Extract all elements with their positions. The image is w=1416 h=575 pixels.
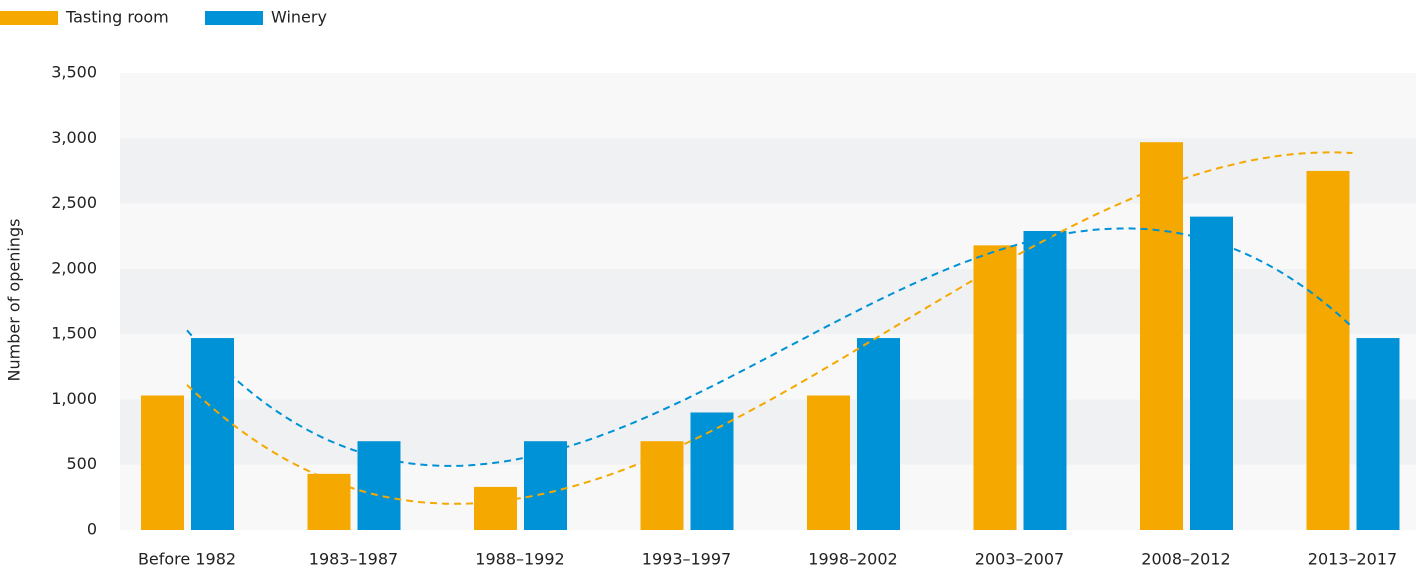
legend-swatch bbox=[205, 11, 263, 25]
x-tick-label: 1983–1987 bbox=[309, 550, 398, 569]
bar bbox=[1140, 142, 1183, 530]
bar bbox=[357, 441, 401, 530]
bar bbox=[524, 441, 567, 530]
trend-line bbox=[186, 227, 1354, 467]
x-tick-label: 2003–2007 bbox=[975, 550, 1064, 569]
y-tick-label: 2,000 bbox=[51, 258, 97, 277]
bar bbox=[1023, 230, 1067, 530]
bar bbox=[191, 338, 234, 530]
legend-label: Winery bbox=[271, 8, 327, 27]
y-tick-label: 500 bbox=[66, 454, 97, 473]
bar bbox=[807, 395, 850, 530]
legend-swatch bbox=[0, 11, 58, 25]
x-tick-label: 1998–2002 bbox=[808, 550, 897, 569]
x-tick-label: 2008–2012 bbox=[1141, 550, 1230, 569]
bar bbox=[307, 473, 351, 530]
y-tick-label: 1,000 bbox=[51, 389, 97, 408]
y-tick-label: 2,500 bbox=[51, 193, 97, 212]
x-tick-label: 2013–2017 bbox=[1308, 550, 1397, 569]
y-tick-label: 0 bbox=[87, 520, 97, 539]
x-tick-label: 1988–1992 bbox=[475, 550, 564, 569]
bar bbox=[1356, 338, 1400, 530]
y-axis-label: Number of openings bbox=[5, 219, 24, 382]
x-tick-label: 1993–1997 bbox=[642, 550, 731, 569]
bar bbox=[640, 441, 684, 530]
grid-band bbox=[120, 73, 1416, 139]
bar bbox=[141, 395, 184, 530]
bar bbox=[1306, 170, 1350, 530]
y-tick-label: 1,500 bbox=[51, 324, 97, 343]
y-tick-label: 3,000 bbox=[51, 128, 97, 147]
bar bbox=[690, 412, 734, 530]
legend-label: Tasting room bbox=[65, 8, 169, 27]
bar bbox=[973, 245, 1017, 530]
bar bbox=[474, 486, 517, 530]
y-tick-label: 3,500 bbox=[51, 63, 97, 82]
x-tick-label: Before 1982 bbox=[138, 550, 236, 569]
bar bbox=[1190, 216, 1233, 530]
bar bbox=[857, 338, 900, 530]
grid-band bbox=[120, 138, 1416, 204]
